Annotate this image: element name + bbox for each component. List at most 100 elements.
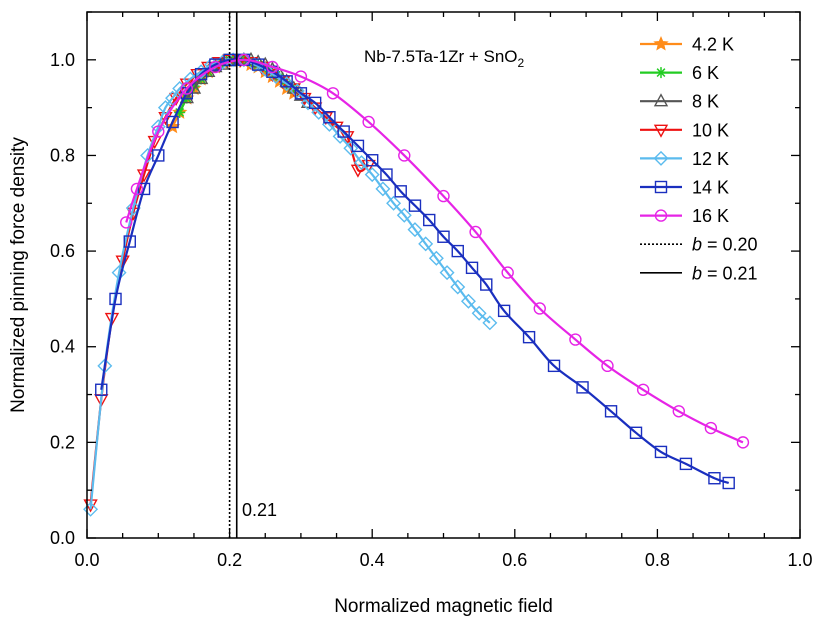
data-point [194,67,208,81]
data-point [439,265,455,281]
legend-swatch-marker [654,209,668,222]
data-point [428,250,444,266]
legend-item: 16 K [640,206,729,226]
data-point [180,82,194,95]
series-10-k [83,54,376,513]
data-point [109,292,122,306]
data-point [465,261,479,275]
data-point [279,76,295,92]
x-tick-label: 0.0 [74,550,99,570]
data-point [332,128,348,144]
series-14-k [95,53,735,490]
series-line [100,58,730,485]
data-point [471,305,487,321]
data-point [337,125,350,138]
data-point [423,213,436,227]
data-point [366,154,379,167]
vline-value-label: 0.21 [242,500,277,520]
data-point [209,60,222,74]
data-point [636,383,650,396]
data-point [166,115,179,129]
data-point [569,333,582,346]
legend-label-var: b [692,263,702,283]
y-tick-label: 0.6 [50,241,75,261]
data-point [679,457,693,471]
y-tick-label: 0.2 [50,432,75,452]
axis-ticks [86,11,801,539]
data-point [736,436,750,449]
legend-item: 10 K [640,120,729,140]
legend-label: 6 K [692,63,719,83]
data-point [704,421,718,435]
data-point [451,244,464,258]
data-point [354,155,369,171]
x-tick-label: 0.8 [645,550,670,570]
data-point [364,167,380,183]
data-point [398,149,411,162]
data-point [375,181,391,197]
data-point [386,195,402,211]
legend-swatch-marker [653,124,669,138]
data-point [165,90,181,106]
data-point [437,230,450,243]
legend-label: 14 K [692,178,729,198]
data-point [152,125,165,138]
legend-swatch-marker [653,93,669,107]
legend-item: 6 K [640,63,719,83]
tick-labels: 0.0 0.2 0.4 0.6 0.8 1.0 0.0 0.2 0.4 0.6 0.8 1.0 [50,50,813,570]
material-annotation: Nb-7.5Ta-1Zr + SnO2 [364,47,525,70]
data-point [437,189,450,203]
data-point [123,235,136,248]
data-point [157,100,173,116]
legend-swatch-marker [654,180,668,194]
series-12-k [83,52,498,517]
data-point [266,60,279,74]
legend-label: b = 0.21 [692,263,758,283]
legend-item: 8 K [640,92,719,112]
legend-label: 12 K [692,149,729,169]
y-tick-label: 0.0 [50,528,75,548]
data-point [120,216,133,229]
x-tick-label: 0.6 [502,550,527,570]
legend-swatch-marker [653,150,669,166]
legend-item: 14 K [640,178,729,198]
series-line [89,58,491,510]
series-16-k [120,53,750,449]
data-point [469,225,482,239]
data-point [380,168,393,181]
data-point [407,222,423,238]
data-point [323,110,336,124]
material-annotation-main: Nb-7.5Ta-1Zr + SnO [364,47,518,66]
data-point [722,476,735,490]
data-point [172,81,188,96]
asterisk-stroke [175,107,185,117]
data-point [460,293,476,309]
data-point [408,199,422,212]
legend-swatch-marker [655,67,667,79]
y-axis-label: Normalized pinning force density [8,137,29,413]
data-point [289,83,305,99]
data-point [268,69,284,85]
legend-label: b = 0.20 [692,235,758,255]
data-point [501,266,514,279]
material-annotation-subscript: 2 [518,56,525,70]
data-point [547,359,561,373]
data-point [351,139,365,153]
data-point [308,96,322,110]
data-point [576,381,589,394]
x-axis-label: Normalized magnetic field [334,596,553,617]
data-point [394,185,407,198]
data-point [450,279,466,295]
data-point [83,501,99,517]
data-point [480,278,493,291]
legend-label: 16 K [692,206,729,226]
data-point [522,330,536,344]
legend-item: 4.2 K [640,35,734,55]
data-point [533,302,546,315]
data-point [130,182,144,196]
y-tick-label: 1.0 [50,50,75,70]
data-point [362,115,375,129]
legend-label: 8 K [692,92,719,112]
data-point [672,405,685,418]
